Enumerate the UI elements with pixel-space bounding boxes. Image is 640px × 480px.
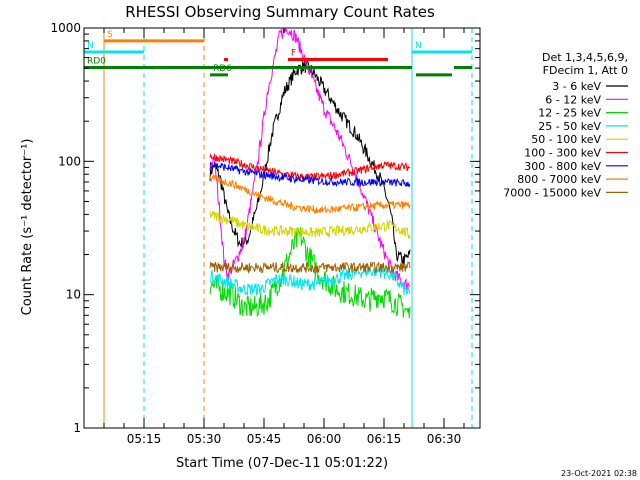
flags-layer: S N N F RD0 RD6	[84, 28, 473, 428]
series-line-8	[209, 173, 411, 214]
timestamp: 23-Oct-2021 02:38	[561, 469, 637, 478]
x-tick-label-2: 05:30	[187, 432, 222, 446]
x-tick-label-4: 06:00	[307, 432, 342, 446]
flag-label-3: N	[415, 41, 422, 51]
x-tick-label-1: 05:15	[127, 432, 162, 446]
series-line-5	[209, 210, 411, 240]
legend-header-2: FDecim 1, Att 0	[543, 64, 628, 77]
legend-label-3: 12 - 25 keV	[538, 107, 601, 120]
y-tick-label-1: 1	[73, 421, 81, 435]
y-tick-label-3: 100	[58, 154, 81, 168]
legend-label-1: 3 - 6 keV	[552, 80, 601, 93]
flag-label-4: F	[291, 49, 296, 59]
legend-label-7: 300 - 800 keV	[524, 160, 601, 173]
legend-label-6: 100 - 300 keV	[524, 147, 601, 160]
legend-label-2: 6 - 12 keV	[545, 93, 601, 106]
y-tick-label-4: 1000	[50, 21, 81, 35]
legend-label-5: 50 - 100 keV	[531, 133, 601, 146]
y-axis-label: Count Rate (s⁻¹ detector⁻¹)	[20, 139, 35, 316]
x-tick-label-6: 06:30	[427, 432, 462, 446]
legend: Det 1,3,4,5,6,9,FDecim 1, Att 0 3 - 6 keV…	[503, 51, 628, 199]
plot-frame	[83, 27, 481, 429]
x-tick-label-5: 06:15	[367, 432, 402, 446]
series-line-9	[209, 260, 411, 274]
legend-label-9: 7000 - 15000 keV	[503, 186, 601, 199]
series-line-7	[209, 162, 411, 188]
x-tick-label-3: 05:45	[247, 432, 282, 446]
legend-header-1: Det 1,3,4,5,6,9,	[542, 51, 628, 64]
chart-title: RHESSI Observing Summary Count Rates	[125, 3, 435, 21]
legend-label-8: 800 - 7000 keV	[517, 173, 601, 186]
flag-label-6: RD0	[87, 57, 106, 67]
x-axis-label: Start Time (07-Dec-11 05:01:22)	[176, 456, 388, 471]
flag-label-1: S	[107, 30, 113, 40]
flag-label-7: RD6	[213, 64, 232, 74]
series-line-6	[209, 152, 411, 182]
legend-label-4: 25 - 50 keV	[538, 120, 601, 133]
series-line-3	[209, 227, 411, 319]
axes-layer: 05:15 05:30 05:45 06:00 06:15 06:30 1 10 100 1000	[50, 21, 481, 446]
flag-label-2: N	[87, 41, 94, 51]
y-tick-label-2: 10	[66, 288, 81, 302]
